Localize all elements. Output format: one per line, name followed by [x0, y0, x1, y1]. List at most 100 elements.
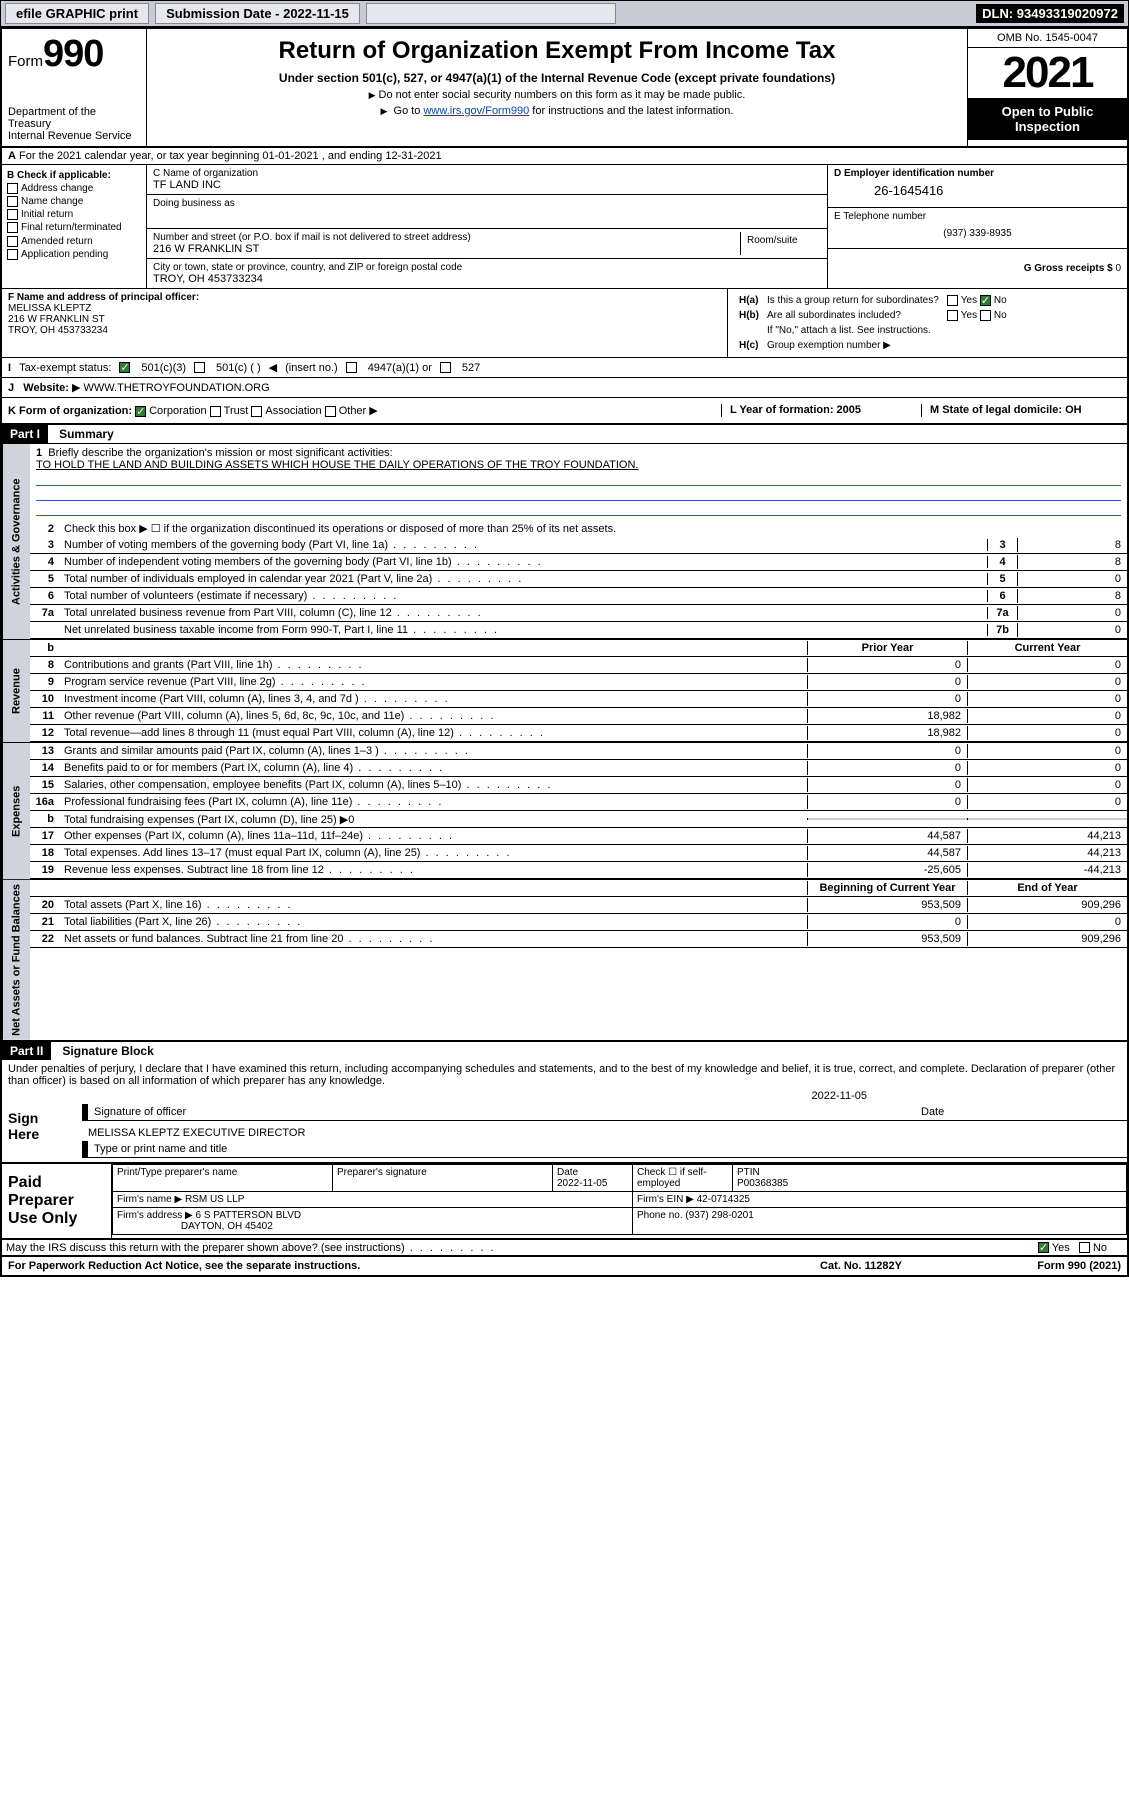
- discuss-text: May the IRS discuss this return with the…: [2, 1241, 1018, 1255]
- chk-other[interactable]: [325, 406, 336, 417]
- part1-rev: Revenue b Prior Year Current Year 8Contr…: [2, 640, 1127, 743]
- chk-init[interactable]: [7, 209, 18, 220]
- org-name: TF LAND INC: [153, 179, 821, 191]
- firm-addr1: 6 S PATTERSON BLVD: [196, 1210, 302, 1221]
- k-other: Other: [339, 405, 367, 417]
- irs-link[interactable]: www.irs.gov/Form990: [423, 105, 529, 117]
- part1-hdr: Part I: [2, 425, 48, 443]
- form-number: 990: [43, 33, 103, 75]
- hb-yes[interactable]: [947, 310, 958, 321]
- rev-hdr: b Prior Year Current Year: [30, 640, 1127, 657]
- col-b: B Check if applicable: Address change Na…: [2, 165, 147, 288]
- hb-no[interactable]: [980, 310, 991, 321]
- l1-lbl: Briefly describe the organization's miss…: [48, 447, 392, 459]
- discuss-row: May the IRS discuss this return with the…: [2, 1240, 1127, 1257]
- part2-hdr: Part II: [2, 1042, 51, 1060]
- open-public: Open to Public Inspection: [968, 98, 1127, 140]
- table-row: 8Contributions and grants (Part VIII, li…: [30, 657, 1127, 674]
- table-row: 17Other expenses (Part IX, column (A), l…: [30, 828, 1127, 845]
- omb-number: OMB No. 1545-0047: [968, 29, 1127, 48]
- chk-501c[interactable]: [194, 362, 205, 373]
- chk-final[interactable]: [7, 222, 18, 233]
- col-beg: Beginning of Current Year: [807, 881, 967, 895]
- table-row: 7aTotal unrelated business revenue from …: [30, 605, 1127, 622]
- ha-no[interactable]: [980, 295, 991, 306]
- b-amend: Amended return: [21, 236, 93, 247]
- chk-527[interactable]: [440, 362, 451, 373]
- submission-date[interactable]: Submission Date - 2022-11-15: [155, 3, 360, 24]
- b-header: B Check if applicable:: [7, 170, 111, 181]
- row-a: A For the 2021 calendar year, or tax yea…: [2, 148, 1127, 165]
- header-mid: Return of Organization Exempt From Incom…: [147, 29, 967, 146]
- dba-lbl: Doing business as: [153, 198, 821, 209]
- form-subtitle: Under section 501(c), 527, or 4947(a)(1)…: [155, 71, 959, 85]
- part2-header-row: Part II Signature Block: [2, 1042, 1127, 1060]
- row-f-h: F Name and address of principal officer:…: [2, 289, 1127, 358]
- table-row: 9Program service revenue (Part VIII, lin…: [30, 674, 1127, 691]
- org-city: TROY, OH 453733234: [153, 273, 821, 285]
- gross-lbl: G Gross receipts $: [1024, 263, 1113, 274]
- chk-app[interactable]: [7, 249, 18, 260]
- chk-corp[interactable]: [135, 406, 146, 417]
- net-hdr: Beginning of Current Year End of Year: [30, 880, 1127, 897]
- efile-label[interactable]: efile GRAPHIC print: [5, 3, 149, 24]
- firm-name: RSM US LLP: [185, 1194, 244, 1205]
- l2-text: Check this box ▶ ☐ if the organization d…: [60, 521, 1127, 536]
- p-sig-lbl: Preparer's signature: [333, 1165, 553, 1192]
- mission-text: TO HOLD THE LAND AND BUILDING ASSETS WHI…: [36, 459, 638, 471]
- discuss-no[interactable]: [1079, 1242, 1090, 1253]
- i-o1: 501(c)(3): [141, 362, 186, 374]
- ha-yes[interactable]: [947, 295, 958, 306]
- officer-name: MELISSA KLEPTZ: [8, 303, 91, 314]
- b-app: Application pending: [21, 249, 108, 260]
- toolbar: efile GRAPHIC print Submission Date - 20…: [0, 0, 1129, 27]
- table-row: 22Net assets or fund balances. Subtract …: [30, 931, 1127, 948]
- table-row: 20Total assets (Part X, line 16)953,5099…: [30, 897, 1127, 914]
- p-date: 2022-11-05: [557, 1178, 607, 1189]
- chk-addr[interactable]: [7, 183, 18, 194]
- ptin-lbl: PTIN: [737, 1167, 760, 1178]
- row-i: I Tax-exempt status: 501(c)(3) 501(c) ( …: [2, 358, 1127, 378]
- chk-name[interactable]: [7, 196, 18, 207]
- col-c: C Name of organization TF LAND INC Doing…: [147, 165, 827, 288]
- part1-gov: Activities & Governance 1 Briefly descri…: [2, 444, 1127, 640]
- form-label: Form: [8, 53, 43, 70]
- h-table: H(a)Is this a group return for subordina…: [734, 292, 1012, 354]
- col-prior: Prior Year: [807, 641, 967, 655]
- p-check: Check ☐ if self-employed: [633, 1165, 733, 1192]
- c-addr-box: Number and street (or P.O. box if mail i…: [147, 229, 827, 259]
- sig-block: Under penalties of perjury, I declare th…: [2, 1060, 1127, 1164]
- yes-lbl2: Yes: [961, 310, 977, 321]
- side-rev: Revenue: [2, 640, 30, 742]
- table-row: 14Benefits paid to or for members (Part …: [30, 760, 1127, 777]
- chk-4947[interactable]: [346, 362, 357, 373]
- ein-lbl: D Employer identification number: [834, 168, 994, 179]
- j-lbl: Website:: [23, 382, 69, 394]
- col-f: F Name and address of principal officer:…: [2, 289, 727, 357]
- c-city-box: City or town, state or province, country…: [147, 259, 827, 288]
- note2-pre: Go to: [394, 105, 424, 117]
- form-container: Form990 Department of the Treasury Inter…: [0, 27, 1129, 1277]
- chk-assoc[interactable]: [251, 406, 262, 417]
- no-lbl2: No: [994, 310, 1007, 321]
- phone-val: (937) 298-0201: [685, 1210, 753, 1221]
- irs-label: Internal Revenue Service: [8, 130, 140, 142]
- sig-lbl: Signature of officer: [94, 1106, 921, 1118]
- table-row: 5Total number of individuals employed in…: [30, 571, 1127, 588]
- phone-lbl: Phone no.: [637, 1210, 683, 1221]
- side-gov: Activities & Governance: [2, 444, 30, 639]
- ein-value: 26-1645416: [834, 179, 1121, 204]
- b-final: Final return/terminated: [21, 223, 122, 234]
- discuss-yes[interactable]: [1038, 1242, 1049, 1253]
- col-d: D Employer identification number 26-1645…: [827, 165, 1127, 288]
- c-dba-box: Doing business as: [147, 195, 827, 229]
- header-right: OMB No. 1545-0047 2021 Open to Public In…: [967, 29, 1127, 146]
- chk-trust[interactable]: [210, 406, 221, 417]
- tax-year: 2021: [968, 48, 1127, 98]
- chk-amend[interactable]: [7, 236, 18, 247]
- firm-addr-lbl: Firm's address ▶: [117, 1210, 193, 1221]
- firm-ein-lbl: Firm's EIN ▶: [637, 1194, 694, 1205]
- chk-501c3[interactable]: [119, 362, 130, 373]
- k-lbl: K Form of organization:: [8, 405, 132, 417]
- d-yes: Yes: [1052, 1242, 1070, 1254]
